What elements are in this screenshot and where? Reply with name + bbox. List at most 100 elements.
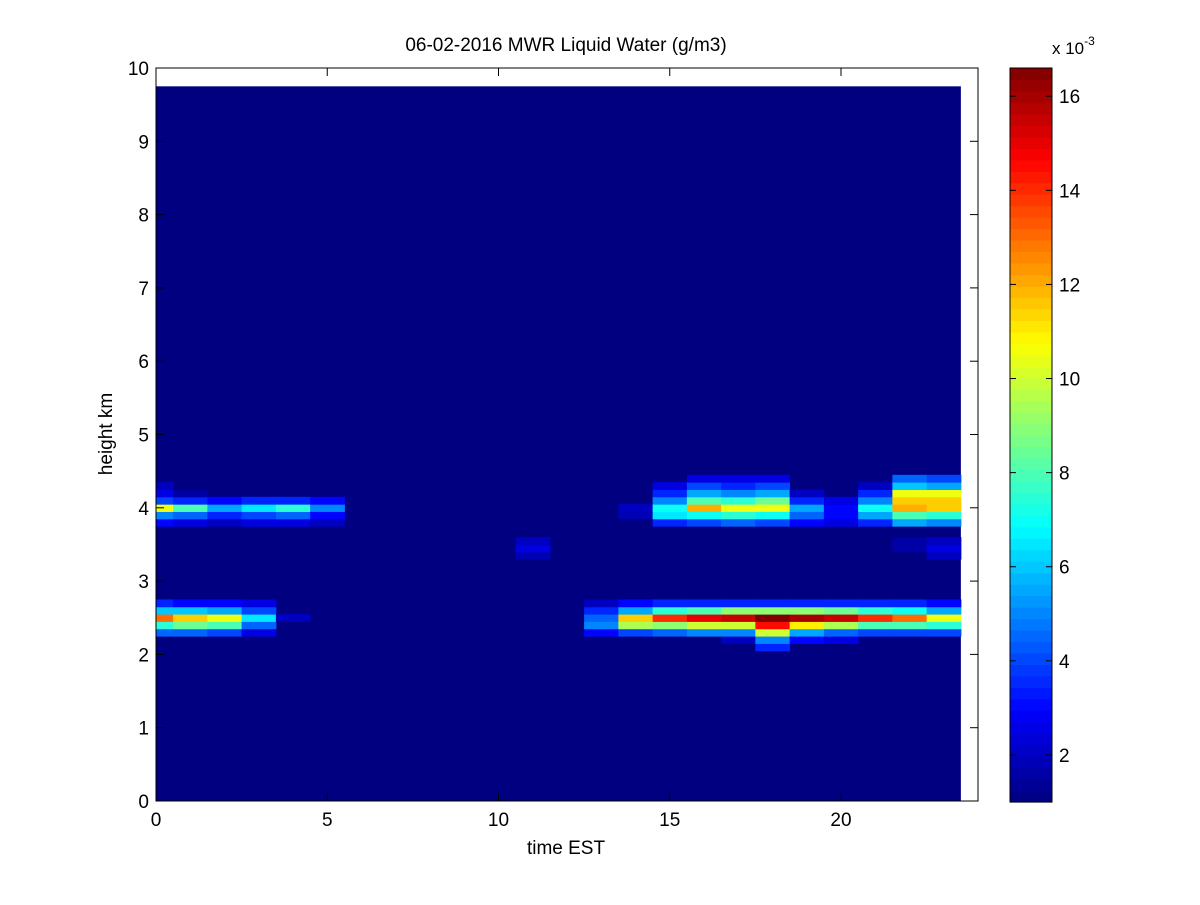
heatmap-cell	[173, 511, 208, 520]
colorbar-band	[1010, 366, 1052, 379]
heatmap-cell	[858, 511, 893, 520]
heatmap-cell	[584, 606, 619, 615]
heatmap-cell	[823, 621, 859, 630]
colorbar-band	[1010, 79, 1052, 92]
colorbar-band	[1010, 308, 1052, 321]
heatmap-cell	[686, 614, 722, 622]
colorbar-band	[1010, 354, 1052, 367]
colorbar-band	[1010, 412, 1052, 425]
y-tick-label: 10	[128, 59, 149, 80]
heatmap-cell	[207, 496, 243, 505]
colorbar-band	[1010, 526, 1052, 539]
colorbar: 2 4 6 8 10 12 14 16	[1009, 67, 1081, 803]
heatmap-cell	[241, 621, 277, 630]
heatmap-cell	[156, 518, 174, 527]
x-axis-label: time EST	[527, 838, 606, 859]
heatmap-cell	[755, 511, 791, 520]
colorbar-band	[1010, 297, 1052, 310]
heatmap-cell	[584, 614, 619, 622]
heatmap-cell	[858, 496, 893, 505]
heatmap-cell	[789, 614, 825, 622]
colorbar-band	[1010, 503, 1052, 516]
colorbar-band	[1010, 446, 1052, 459]
colorbar-band	[1010, 595, 1052, 608]
colorbar-tick-label: 12	[1059, 275, 1080, 296]
y-tick-label: 6	[138, 352, 149, 373]
heatmap-cell	[892, 537, 928, 545]
heatmap-cell	[652, 518, 688, 527]
heatmap-cell	[755, 599, 791, 608]
y-tick-label: 2	[138, 645, 149, 666]
heatmap-cell	[721, 496, 756, 505]
colorbar-band	[1010, 423, 1052, 436]
heatmap-cell	[173, 614, 208, 622]
y-tick-label: 0	[138, 792, 149, 813]
heatmap-cell	[207, 614, 243, 622]
heatmap-cell	[926, 489, 962, 498]
heatmap-cell	[892, 599, 928, 608]
colorbar-frame	[1009, 67, 1053, 803]
colorbar-band	[1010, 698, 1052, 711]
heatmap-cell	[173, 496, 208, 505]
heatmap-cell	[721, 482, 756, 490]
heatmap-cell	[241, 606, 277, 615]
heatmap-cell	[926, 511, 962, 520]
colorbar-band	[1010, 136, 1052, 149]
heatmap-cell	[156, 621, 174, 630]
heatmap-cell	[156, 482, 174, 490]
colorbar-band	[1010, 561, 1052, 574]
heatmap-cell	[823, 606, 859, 615]
heatmap-cell	[652, 628, 688, 637]
colorbar-band	[1010, 182, 1052, 195]
colorbar-tick-label: 6	[1059, 558, 1070, 579]
heatmap-cell	[241, 504, 277, 512]
heatmap-cell	[892, 621, 928, 630]
heatmap-cell	[858, 621, 893, 630]
colorbar-band	[1010, 480, 1052, 493]
chart-title: 06-02-2016 MWR Liquid Water (g/m3)	[405, 35, 726, 56]
heatmap-cell	[156, 599, 174, 608]
colorbar-tick-label: 10	[1059, 370, 1080, 391]
colorbar-band	[1010, 687, 1052, 700]
x-tick-label: 10	[488, 810, 509, 831]
heatmap-cell	[686, 621, 722, 630]
heatmap-cell	[789, 496, 825, 505]
y-tick-label: 1	[138, 719, 149, 740]
heatmap-cell	[173, 504, 208, 512]
heatmap-cell	[686, 474, 722, 483]
colorbar-band	[1010, 125, 1052, 138]
colorbar-band	[1010, 68, 1052, 81]
x-tick-label: 15	[659, 810, 680, 831]
heatmap-cell	[755, 621, 791, 630]
heatmap-cell	[584, 628, 619, 637]
heatmap-cell	[686, 489, 722, 498]
heatmap-cell	[652, 489, 688, 498]
heatmap-cell	[755, 606, 791, 615]
heatmap-cell	[926, 496, 962, 505]
colorbar-exponent-label: x 10-3	[1052, 34, 1095, 58]
colorbar-band	[1010, 629, 1052, 643]
heatmap-cell	[892, 518, 928, 527]
heatmap-cell	[892, 482, 928, 490]
colorbar-band	[1010, 664, 1052, 677]
heatmap-cell	[652, 482, 688, 490]
heatmap-cell	[789, 621, 825, 630]
y-tick-label: 8	[138, 206, 149, 227]
heatmap-cell	[652, 511, 688, 520]
colorbar-band	[1010, 721, 1052, 734]
colorbar-band	[1010, 435, 1052, 448]
heatmap-cell	[755, 643, 791, 652]
y-axis-label: height km	[96, 393, 117, 475]
colorbar-tick-label: 16	[1059, 87, 1080, 108]
heatmap-cell	[823, 636, 859, 644]
heatmap-cell	[173, 606, 208, 615]
heatmap-cell	[755, 636, 791, 644]
heatmap-cell	[584, 621, 619, 630]
colorbar-band	[1010, 584, 1052, 597]
heatmap-cell	[858, 614, 893, 622]
heatmap-cell	[310, 504, 345, 512]
heatmap-cell	[275, 511, 311, 520]
heatmap-cell	[892, 504, 928, 512]
heatmap-cell	[721, 599, 756, 608]
colorbar-band	[1010, 618, 1052, 631]
